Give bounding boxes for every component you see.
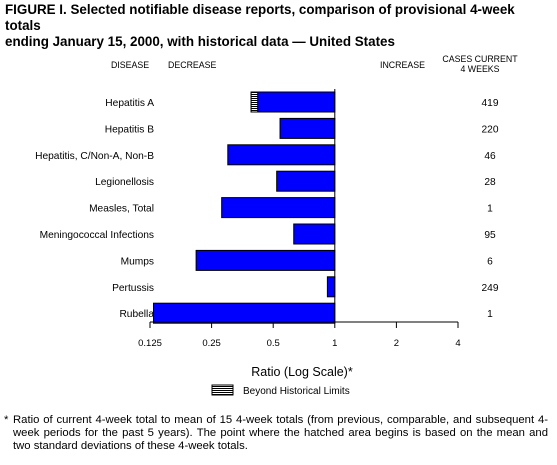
bar-legionellosis <box>276 170 336 192</box>
cases-value-measles-total: 1 <box>487 204 493 215</box>
category-label-legionellosis: Legionellosis <box>95 177 154 188</box>
bars-layer: Hepatitis A 419 Hepatitis B 220 Hepatitis, C… <box>35 91 499 324</box>
cases-value-meningococcal-infections: 95 <box>484 230 496 241</box>
footnote: * Ratio of current 4-week total to mean … <box>4 414 548 453</box>
cases-value-legionellosis: 28 <box>484 177 496 188</box>
category-label-mumps: Mumps <box>121 256 154 267</box>
increase-header: INCREASE <box>380 60 425 70</box>
x-tick-label-1: 1 <box>332 338 337 349</box>
bar-hepatitis-a <box>250 91 336 113</box>
disease-column-header: DISEASE <box>111 60 150 70</box>
cases-value-pertussis: 249 <box>482 283 499 294</box>
category-label-meningococcal-infections: Meningococcal Infections <box>40 230 154 241</box>
beyond-limits-hatch-hepatitis-a <box>250 91 259 113</box>
x-tick-label-0-25: 0.25 <box>202 338 221 349</box>
cases-value-rubella: 1 <box>487 309 493 320</box>
cases-value-hepatitis-a: 419 <box>482 98 499 109</box>
x-axis-label: Ratio (Log Scale)* <box>251 365 353 379</box>
x-axis: 0.125 0.25 0.5 1 2 4 <box>138 89 461 349</box>
cases-header-line-1: CASES CURRENT <box>442 54 518 64</box>
category-label-hepatitis-c-non-a-non-b: Hepatitis, C/Non-A, Non-B <box>35 151 154 162</box>
figure-title-line-1: FIGURE I. Selected notifiable disease re… <box>5 2 515 33</box>
decrease-header: DECREASE <box>168 60 217 70</box>
category-label-hepatitis-b: Hepatitis B <box>105 124 154 135</box>
bar-mumps <box>195 249 336 271</box>
bar-hepatitis-c-non-a-non-b <box>227 144 336 166</box>
x-tick-label-2: 2 <box>394 338 399 349</box>
category-label-hepatitis-a: Hepatitis A <box>105 98 154 109</box>
bar-pertussis <box>326 276 336 298</box>
bar-measles-total <box>221 197 336 219</box>
bar-hepatitis-b <box>279 117 336 139</box>
cases-value-mumps: 6 <box>487 256 493 267</box>
legend-label: Beyond Historical Limits <box>243 386 350 397</box>
bar-rubella <box>152 302 336 324</box>
footnote-marker: * <box>4 414 9 426</box>
figure-title-line-2: ending January 15, 2000, with historical… <box>5 34 395 49</box>
cases-header-line-2: 4 WEEKS <box>460 64 500 74</box>
footnote-text: Ratio of current 4-week total to mean of… <box>13 414 548 452</box>
cases-column-header: CASES CURRENT 4 WEEKS <box>432 54 528 74</box>
x-tick-label-4: 4 <box>455 338 460 349</box>
cases-value-hepatitis-b: 220 <box>482 124 499 135</box>
legend: Beyond Historical Limits <box>211 384 350 397</box>
category-label-rubella: Rubella <box>119 309 154 320</box>
cases-value-hepatitis-c-non-a-non-b: 46 <box>484 151 496 162</box>
legend-hatch-swatch <box>211 384 234 396</box>
category-label-measles-total: Measles, Total <box>89 204 154 215</box>
figure-title: FIGURE I. Selected notifiable disease re… <box>5 2 553 50</box>
category-label-pertussis: Pertussis <box>112 283 154 294</box>
bar-meningococcal-infections <box>293 223 336 245</box>
x-tick-label-0-5: 0.5 <box>267 338 280 349</box>
x-tick-label-0-125: 0.125 <box>138 338 162 349</box>
